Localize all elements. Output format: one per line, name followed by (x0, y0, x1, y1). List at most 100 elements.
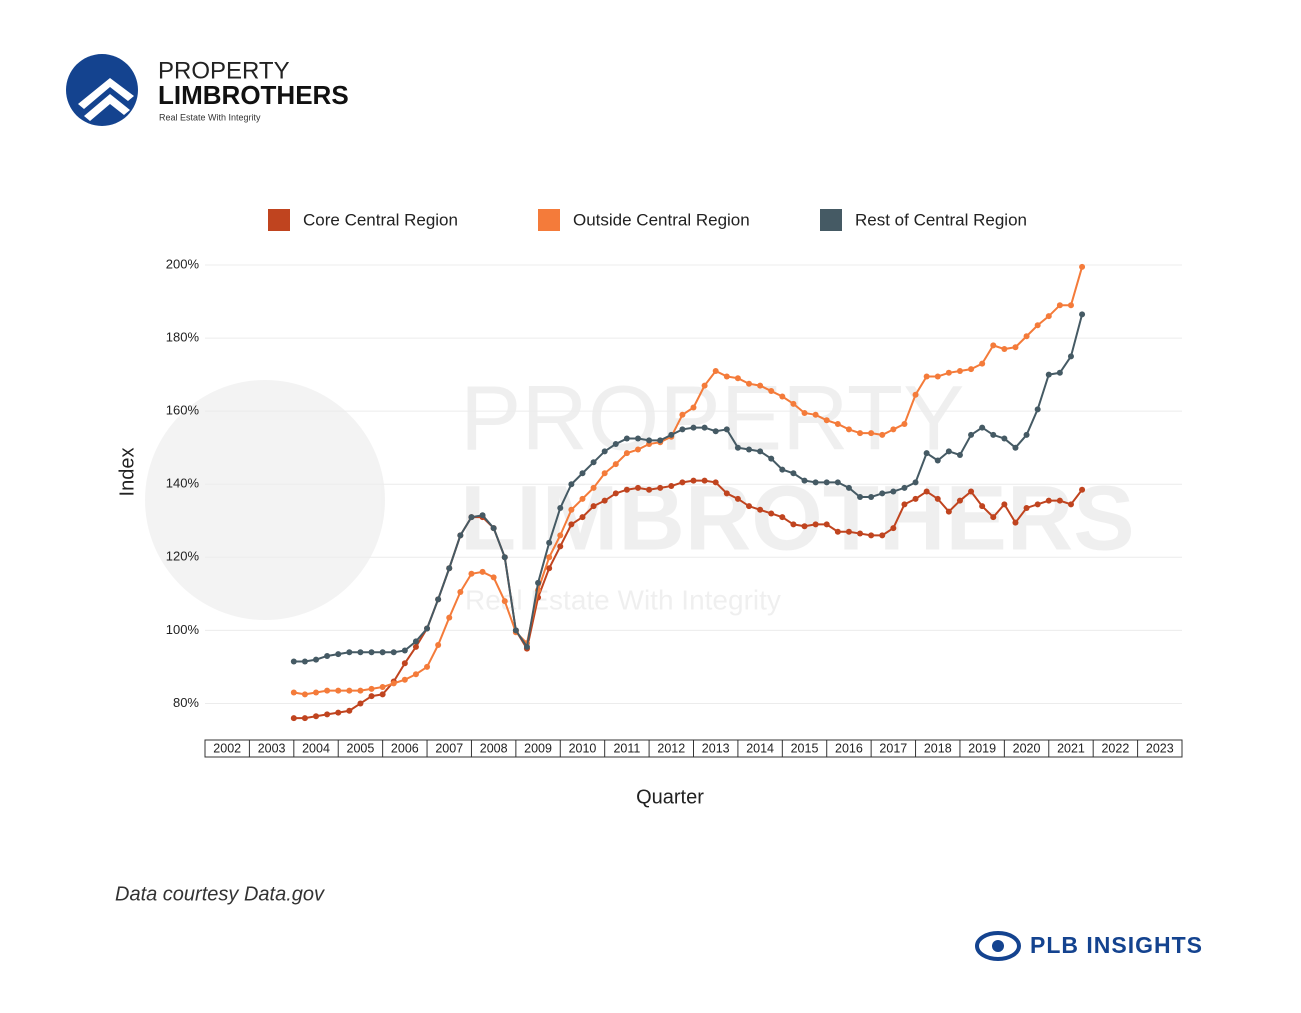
data-point (945, 508, 952, 515)
data-point (990, 514, 997, 521)
data-point (834, 528, 841, 535)
data-point (557, 543, 564, 550)
data-point (934, 373, 941, 380)
data-point (1012, 519, 1019, 526)
data-point (1079, 263, 1086, 270)
data-point (1067, 353, 1074, 360)
data-point (424, 663, 431, 670)
data-point (890, 525, 897, 532)
data-point (1056, 369, 1063, 376)
data-point (1023, 431, 1030, 438)
data-point (701, 382, 708, 389)
x-tick-label: 2009 (524, 741, 552, 755)
data-point (679, 411, 686, 418)
x-tick-label: 2008 (480, 741, 508, 755)
data-point (712, 428, 719, 435)
data-point (601, 497, 608, 504)
data-point (1045, 313, 1052, 320)
data-point (934, 457, 941, 464)
x-tick-label: 2004 (302, 741, 330, 755)
data-point (901, 484, 908, 491)
data-point (768, 388, 775, 395)
data-point (690, 404, 697, 411)
x-tick-label: 2003 (258, 741, 286, 755)
data-point (1023, 504, 1030, 511)
data-point (590, 459, 597, 466)
data-point (412, 643, 419, 650)
data-point (490, 525, 497, 532)
data-point (590, 503, 597, 510)
legend-label: Core Central Region (303, 210, 458, 229)
data-point (479, 568, 486, 575)
data-point (823, 417, 830, 424)
logo-line2: LIMBROTHERS (158, 80, 349, 110)
legend-swatch (538, 209, 560, 231)
data-point (634, 484, 641, 491)
x-tick-label: 2011 (613, 741, 640, 755)
data-point (923, 450, 930, 457)
data-point (901, 420, 908, 427)
data-point (945, 448, 952, 455)
x-tick-label: 2021 (1057, 741, 1085, 755)
data-point (535, 579, 542, 586)
data-point (701, 477, 708, 484)
data-point (457, 532, 464, 539)
x-tick-label: 2023 (1146, 741, 1174, 755)
data-point (690, 477, 697, 484)
data-point (879, 490, 886, 497)
x-tick-label: 2013 (702, 741, 730, 755)
x-tick-label: 2022 (1101, 741, 1129, 755)
data-point (746, 380, 753, 387)
data-point (912, 391, 919, 398)
x-tick-label: 2007 (435, 741, 463, 755)
data-point (890, 488, 897, 495)
source-note: Data courtesy Data.gov (115, 883, 325, 905)
data-point (324, 652, 331, 659)
data-point (834, 420, 841, 427)
data-point (868, 430, 875, 437)
data-point (301, 658, 308, 665)
data-point (435, 596, 442, 603)
data-point (701, 424, 708, 431)
data-point (368, 685, 375, 692)
data-point (679, 479, 686, 486)
data-point (723, 490, 730, 497)
data-point (857, 494, 864, 501)
data-point (1045, 371, 1052, 378)
legend-swatch (268, 209, 290, 231)
x-tick-label: 2020 (1013, 741, 1041, 755)
data-point (390, 649, 397, 656)
data-point (979, 503, 986, 510)
watermark-circle (145, 380, 385, 620)
x-axis-label: Quarter (636, 786, 704, 808)
data-point (546, 565, 553, 572)
data-point (790, 470, 797, 477)
y-axis-label: Index (116, 448, 138, 497)
data-point (623, 450, 630, 457)
data-point (568, 506, 575, 513)
data-point (768, 455, 775, 462)
data-point (734, 495, 741, 502)
data-point (601, 448, 608, 455)
legend-label: Outside Central Region (573, 210, 750, 229)
data-point (346, 707, 353, 714)
data-point (379, 684, 386, 691)
data-point (823, 521, 830, 528)
data-point (968, 488, 975, 495)
x-tick-label: 2018 (924, 741, 952, 755)
data-point (512, 627, 519, 634)
data-point (757, 506, 764, 513)
data-point (412, 671, 419, 678)
data-point (446, 614, 453, 621)
x-tick-label: 2015 (791, 741, 819, 755)
data-point (634, 446, 641, 453)
data-point (468, 514, 475, 521)
data-point (868, 532, 875, 539)
data-point (523, 643, 530, 650)
watermark-line1: PROPERTY (460, 367, 964, 469)
data-point (690, 424, 697, 431)
data-point (845, 484, 852, 491)
logo: PROPERTY LIMBROTHERS Real Estate With In… (66, 54, 349, 126)
data-point (979, 360, 986, 367)
brand-text: PLB INSIGHTS (1030, 932, 1203, 958)
